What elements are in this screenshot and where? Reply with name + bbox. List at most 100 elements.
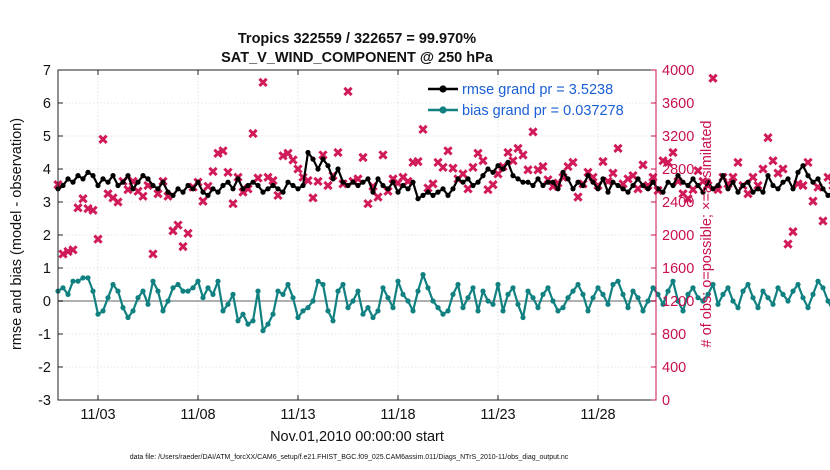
series-bias-point: [665, 288, 671, 294]
x-tick-label: 11/18: [380, 407, 415, 423]
series-bias-point: [175, 281, 181, 288]
series-rmse-point: [80, 176, 86, 182]
series-rmse-point: [695, 182, 701, 189]
series-bias-point: [695, 295, 701, 301]
series-rmse-point: [460, 179, 466, 185]
obs-marker-stroke: [413, 156, 423, 167]
series-bias-point: [730, 298, 736, 304]
obs-marker: [98, 134, 108, 144]
series-rmse-point: [245, 182, 251, 189]
series-rmse-point: [570, 186, 576, 192]
series-rmse-point: [365, 176, 371, 182]
series-bias-point: [825, 298, 830, 304]
series-rmse-point: [410, 179, 416, 185]
obs-marker: [443, 146, 453, 156]
series-bias-point: [785, 298, 791, 304]
series-bias-point: [440, 311, 446, 317]
series-bias-point: [370, 314, 376, 321]
obs-marker-stroke: [633, 184, 643, 194]
obs-marker: [628, 170, 638, 181]
series-rmse-point: [465, 176, 471, 182]
series-bias-point: [320, 281, 326, 288]
series-rmse-point: [170, 192, 176, 198]
obs-marker: [473, 148, 483, 158]
obs-marker: [493, 169, 503, 179]
obs-marker-stroke: [333, 147, 343, 158]
y-right-tick-label: 1200: [662, 294, 694, 310]
series-bias-point: [105, 295, 111, 301]
series-bias-point: [155, 288, 161, 294]
y-axis-label: rmse and bias (model - observation): [9, 118, 25, 350]
y-right-tick-label: 0: [662, 393, 670, 409]
obs-marker-stroke: [78, 194, 88, 204]
obs-marker-stroke: [638, 160, 648, 170]
series-rmse-point: [200, 189, 206, 195]
series-bias-point: [190, 285, 196, 291]
obs-marker: [78, 194, 88, 204]
obs-marker: [523, 165, 533, 175]
series-rmse-point: [380, 182, 386, 189]
obs-marker-stroke: [113, 197, 123, 207]
series-rmse-point: [435, 189, 441, 195]
series-bias-point: [605, 301, 611, 307]
obs-marker: [203, 181, 213, 191]
series-rmse-point: [645, 186, 651, 192]
y-tick-label: -1: [38, 327, 51, 343]
series-bias-point: [150, 278, 156, 284]
obs-marker-stroke: [808, 196, 818, 206]
series-bias-point: [290, 295, 296, 301]
obs-marker-stroke: [248, 128, 258, 139]
obs-marker-stroke: [778, 164, 788, 174]
series-bias-point: [245, 321, 251, 327]
series-bias-point: [465, 295, 471, 301]
obs-marker: [303, 175, 313, 186]
series-rmse-point: [450, 186, 456, 192]
series-rmse-point: [180, 189, 186, 195]
obs-marker-stroke: [768, 156, 778, 166]
series-rmse-point: [220, 182, 226, 189]
series-bias-point: [360, 311, 366, 317]
series-bias-point: [620, 291, 626, 297]
obs-marker: [248, 128, 258, 139]
obs-marker: [608, 168, 618, 178]
obs-marker-stroke: [323, 180, 333, 191]
obs-marker: [308, 193, 318, 203]
series-rmse-point: [445, 192, 451, 198]
chart-subtitle: SAT_V_WIND_COMPONENT @ 250 hPa: [221, 50, 494, 66]
series-bias-point: [115, 288, 121, 294]
series-bias-point: [720, 291, 726, 297]
series-bias-point: [455, 281, 461, 288]
obs-marker-stroke: [503, 147, 513, 158]
series-bias-point: [770, 301, 776, 307]
obs-marker-stroke: [373, 192, 383, 202]
obs-marker: [58, 249, 68, 259]
obs-marker-stroke: [763, 132, 773, 143]
series-bias-point: [445, 308, 451, 314]
obs-marker: [788, 227, 798, 237]
obs-marker-stroke: [473, 148, 483, 158]
obs-marker: [518, 150, 528, 160]
series-bias-point: [755, 305, 761, 311]
x-tick-label: 11/28: [580, 407, 615, 423]
series-rmse-point: [710, 186, 716, 192]
obs-marker-stroke: [443, 146, 453, 156]
obs-marker-stroke: [398, 172, 408, 182]
obs-marker-stroke: [313, 176, 323, 187]
obs-marker-stroke: [213, 148, 223, 158]
series-rmse-point: [805, 173, 811, 179]
series-bias-point: [750, 295, 756, 301]
series-bias-point: [315, 278, 321, 284]
series-rmse-point: [490, 169, 496, 175]
series-bias-point: [555, 308, 561, 314]
series-rmse-point: [300, 182, 306, 189]
series-rmse-point: [395, 189, 401, 195]
ticks-layer: 11/03 11/08 11/13 11/18 11/23 11/28 -3 -2 -1 0 1 2 3…: [38, 63, 694, 423]
series-bias-point: [235, 318, 241, 324]
series-bias-point: [80, 275, 86, 281]
series-bias-point: [420, 272, 426, 278]
series-rmse-point: [205, 192, 211, 198]
obs-marker-stroke: [303, 175, 313, 186]
series-bias-point: [145, 301, 151, 307]
obs-marker: [803, 157, 813, 168]
obs-marker-stroke: [198, 196, 208, 206]
